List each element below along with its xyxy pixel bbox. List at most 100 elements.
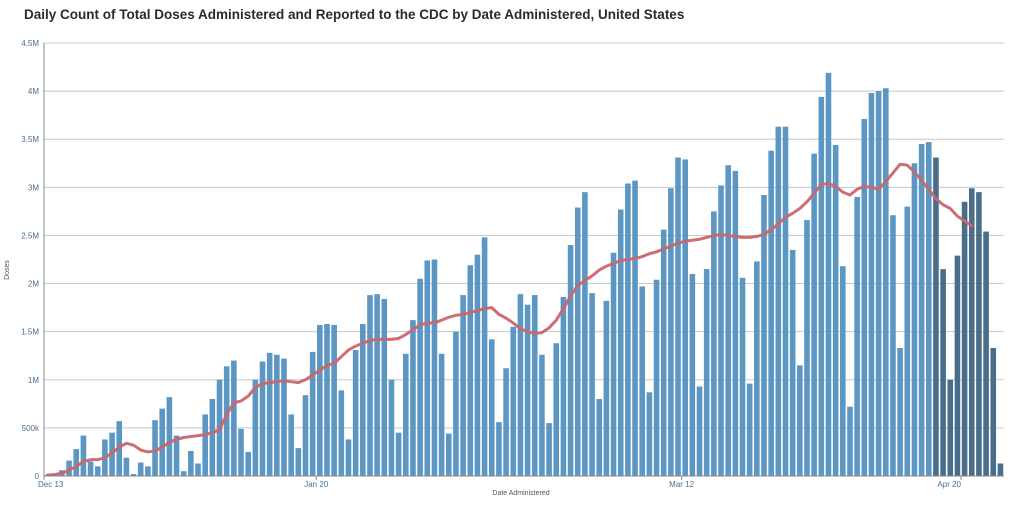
bar[interactable] — [130, 474, 137, 476]
bar[interactable] — [589, 293, 595, 476]
bar[interactable] — [195, 463, 201, 476]
bar[interactable] — [918, 144, 925, 476]
bar[interactable] — [639, 286, 645, 476]
bar[interactable] — [445, 433, 452, 476]
bar[interactable] — [682, 159, 688, 476]
bar[interactable] — [646, 392, 653, 476]
bar[interactable] — [188, 450, 194, 476]
bar[interactable] — [968, 188, 975, 477]
bar[interactable] — [252, 379, 259, 476]
bar[interactable] — [904, 206, 911, 476]
bar[interactable] — [338, 390, 345, 476]
bar[interactable] — [739, 277, 746, 476]
bar[interactable] — [696, 386, 703, 476]
bar[interactable] — [238, 428, 244, 476]
bar[interactable] — [352, 349, 359, 476]
bar[interactable] — [524, 304, 531, 476]
bar[interactable] — [847, 406, 853, 476]
bar[interactable] — [424, 260, 431, 476]
bar[interactable] — [94, 466, 101, 476]
bar[interactable] — [202, 414, 208, 476]
bar[interactable] — [166, 397, 173, 476]
bar[interactable] — [574, 207, 581, 477]
bar[interactable] — [782, 126, 789, 477]
bar[interactable] — [861, 119, 868, 477]
bar[interactable] — [231, 360, 237, 476]
bar[interactable] — [804, 220, 810, 476]
bar[interactable] — [832, 145, 839, 476]
bar[interactable] — [531, 295, 538, 476]
bar[interactable] — [725, 165, 731, 476]
bar[interactable] — [911, 163, 918, 476]
bar[interactable] — [274, 354, 280, 476]
bar[interactable] — [868, 93, 875, 476]
bar[interactable] — [668, 188, 674, 477]
bar[interactable] — [266, 352, 273, 476]
bar[interactable] — [539, 354, 545, 476]
bar[interactable] — [546, 423, 552, 476]
bar[interactable] — [732, 170, 739, 477]
bar[interactable] — [703, 269, 710, 476]
bar[interactable] — [467, 265, 474, 476]
bar[interactable] — [761, 195, 767, 476]
bar[interactable] — [933, 157, 939, 477]
bar[interactable] — [825, 72, 832, 476]
bar[interactable] — [689, 273, 696, 476]
bar[interactable] — [431, 259, 438, 477]
bar[interactable] — [417, 278, 423, 476]
bar[interactable] — [137, 462, 144, 476]
bar[interactable] — [245, 451, 251, 476]
bar[interactable] — [660, 229, 667, 476]
bar[interactable] — [295, 448, 302, 476]
bar[interactable] — [374, 294, 380, 476]
bar[interactable] — [481, 237, 488, 476]
bar[interactable] — [897, 348, 903, 476]
bar[interactable] — [947, 379, 954, 476]
bar[interactable] — [925, 142, 932, 477]
bar[interactable] — [302, 395, 309, 476]
bar[interactable] — [453, 331, 459, 476]
bar[interactable] — [87, 461, 94, 476]
bar[interactable] — [381, 298, 388, 476]
bar[interactable] — [403, 353, 409, 476]
bar[interactable] — [617, 209, 624, 476]
bar[interactable] — [883, 88, 889, 476]
bar[interactable] — [324, 323, 330, 476]
bar[interactable] — [288, 414, 294, 476]
bar[interactable] — [997, 463, 1004, 476]
bar[interactable] — [367, 295, 373, 476]
bar[interactable] — [582, 192, 588, 476]
bar[interactable] — [961, 201, 968, 476]
bar[interactable] — [309, 351, 316, 476]
bar[interactable] — [496, 422, 502, 476]
bar[interactable] — [223, 366, 230, 476]
bar[interactable] — [159, 408, 165, 476]
bar[interactable] — [560, 297, 567, 476]
bar[interactable] — [510, 326, 517, 476]
bar[interactable] — [854, 196, 860, 476]
bar[interactable] — [553, 343, 560, 476]
bar[interactable] — [209, 399, 216, 476]
bar[interactable] — [775, 126, 782, 477]
bar[interactable] — [317, 324, 323, 476]
bar[interactable] — [259, 361, 266, 477]
bar[interactable] — [976, 192, 982, 476]
bar[interactable] — [675, 157, 681, 477]
bar[interactable] — [653, 279, 660, 476]
bar[interactable] — [990, 348, 997, 476]
bar[interactable] — [488, 339, 495, 476]
bar[interactable] — [331, 324, 337, 476]
bar[interactable] — [603, 300, 610, 476]
bar[interactable] — [596, 399, 603, 476]
bar[interactable] — [625, 183, 631, 477]
bar[interactable] — [811, 153, 817, 476]
bar[interactable] — [152, 420, 158, 476]
bar[interactable] — [718, 185, 724, 476]
bar[interactable] — [983, 231, 989, 476]
bar[interactable] — [123, 457, 130, 476]
bar[interactable] — [410, 320, 416, 476]
bar[interactable] — [768, 150, 774, 476]
bar[interactable] — [954, 255, 961, 476]
bar[interactable] — [474, 254, 481, 476]
bar[interactable] — [840, 266, 846, 476]
